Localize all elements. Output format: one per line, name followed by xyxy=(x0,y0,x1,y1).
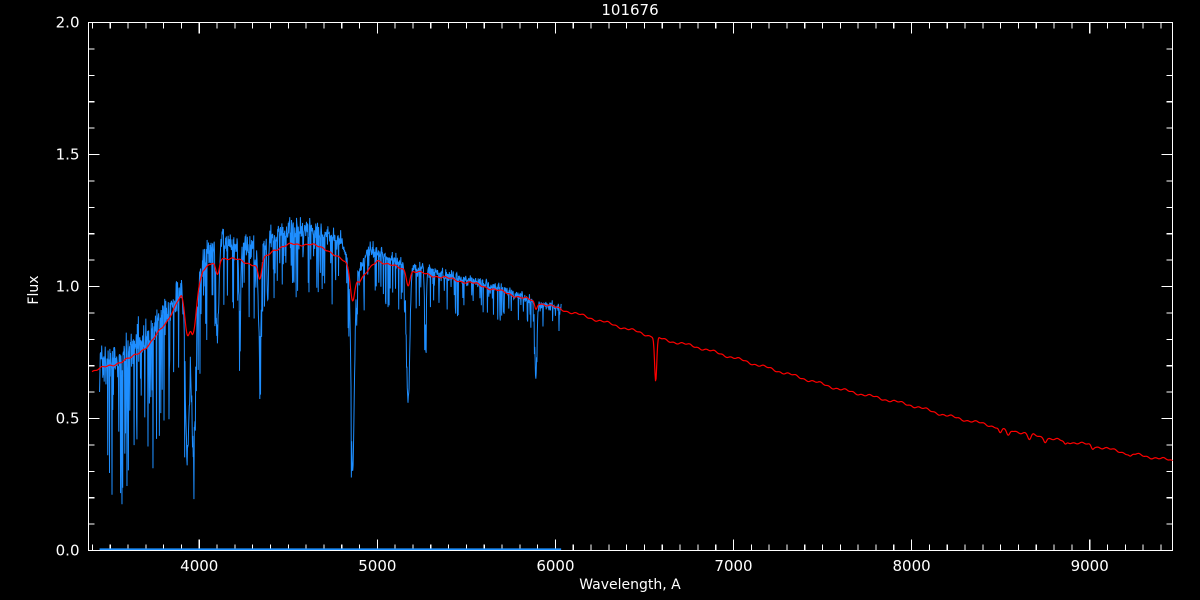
observed-spectrum-line xyxy=(99,217,562,505)
model-spectrum-line xyxy=(91,242,1173,461)
plot-frame xyxy=(87,21,1174,552)
x-tick-label: 6000 xyxy=(536,557,574,575)
x-tick-label: 4000 xyxy=(180,557,218,575)
y-tick-label: 1.0 xyxy=(56,278,80,296)
y-tick-label: 1.5 xyxy=(56,146,80,164)
page-title: 101676 xyxy=(601,1,658,19)
x-tick-label: 9000 xyxy=(1071,557,1109,575)
x-tick-label: 8000 xyxy=(893,557,931,575)
axis-ticks xyxy=(88,21,1173,552)
data-series-group xyxy=(91,217,1173,550)
x-tick-label: 7000 xyxy=(714,557,752,575)
x-axis-title: Wavelength, A xyxy=(579,577,681,593)
y-tick-label: 0.0 xyxy=(56,542,80,560)
y-tick-label: 0.5 xyxy=(56,410,80,428)
axis-labels-group: 4000 5000 6000 7000 8000 9000 0.0 0.5 1.0 1.5 2.0 xyxy=(56,14,1109,576)
y-axis-title: Flux xyxy=(26,275,42,304)
x-tick-label: 5000 xyxy=(358,557,396,575)
y-tick-label: 2.0 xyxy=(56,14,80,32)
